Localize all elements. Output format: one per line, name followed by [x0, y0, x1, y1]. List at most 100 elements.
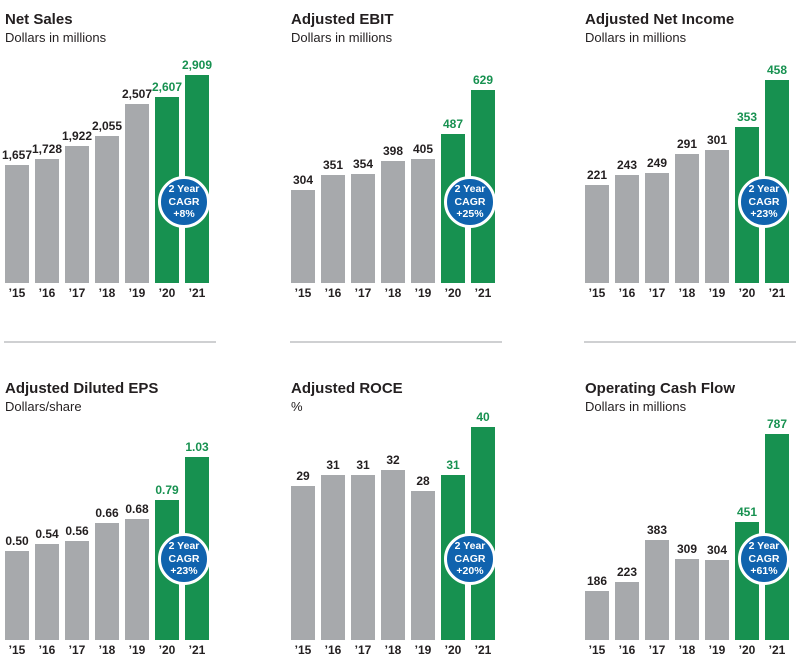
- bar-value-label: 223: [616, 565, 638, 579]
- bar-value-label: 40: [476, 410, 490, 424]
- cagr-badge-line: CAGR: [454, 195, 486, 208]
- chart-title: Net Sales: [5, 11, 73, 28]
- cagr-badge-line: 2 Year: [454, 540, 486, 553]
- year-label: ’18: [384, 286, 402, 300]
- chart-subtitle: Dollars in millions: [5, 30, 107, 45]
- bar: [615, 175, 639, 283]
- chart-title: Operating Cash Flow: [585, 380, 736, 397]
- bar: [125, 104, 149, 283]
- bar: [381, 470, 405, 640]
- bar: [411, 491, 435, 640]
- bar: [5, 165, 29, 283]
- bar: [675, 559, 699, 640]
- bar-value-label: 0.66: [95, 506, 119, 520]
- bar-value-label: 2,507: [121, 87, 153, 101]
- row-divider: [290, 341, 502, 343]
- bar-value-label: 304: [292, 173, 314, 187]
- year-label: ’21: [474, 643, 492, 657]
- bar: [381, 161, 405, 283]
- bar: [585, 185, 609, 283]
- bar-value-label: 451: [736, 505, 758, 519]
- bar: [125, 519, 149, 640]
- bar: [291, 190, 315, 283]
- bar: [321, 475, 345, 640]
- year-label: ’21: [188, 643, 206, 657]
- bar-plot: 304 351 354 398 405 487 629 2 Year CAGR +25%: [291, 53, 496, 283]
- x-axis-labels: ’15 ’16 ’17 ’18 ’19 ’20 ’21: [291, 644, 495, 660]
- chart-subtitle: Dollars/share: [5, 399, 82, 414]
- chart-adjusted-net-income: Adjusted Net Income Dollars in millions …: [585, 0, 790, 334]
- year-label: ’16: [38, 643, 56, 657]
- bar-value-label: 458: [766, 63, 788, 77]
- cagr-badge-line: +20%: [456, 565, 484, 578]
- cagr-badge-line: +61%: [750, 565, 778, 578]
- year-label: ’19: [128, 286, 146, 300]
- bar-value-label: 487: [442, 117, 464, 131]
- chart-adjusted-diluted-eps: Adjusted Diluted EPS Dollars/share 0.50 0…: [4, 334, 216, 668]
- year-label: ’17: [648, 286, 666, 300]
- chart-subtitle: Dollars in millions: [585, 30, 687, 45]
- bar-value-label: 243: [616, 158, 638, 172]
- year-label: ’16: [324, 643, 342, 657]
- bar-plot: 221 243 249 291 301 353 458 2 Year CAGR +23%: [585, 53, 790, 283]
- year-label: ’17: [648, 643, 666, 657]
- bar: [675, 154, 699, 283]
- bar-plot: 186 223 383 309 304 451 787 2 Year CAGR +61%: [585, 410, 790, 640]
- bar: [35, 544, 59, 640]
- cagr-badge-line: 2 Year: [748, 540, 780, 553]
- year-label: ’19: [708, 286, 726, 300]
- bar: [35, 159, 59, 283]
- bar-value-label: 354: [352, 157, 374, 171]
- year-label: ’18: [98, 286, 116, 300]
- row-divider: [584, 341, 796, 343]
- cagr-badge-line: 2 Year: [168, 540, 200, 553]
- bar-value-label: 405: [412, 142, 434, 156]
- year-label: ’21: [768, 286, 786, 300]
- bar-value-label: 629: [472, 73, 494, 87]
- year-label: ’21: [188, 286, 206, 300]
- year-label: ’15: [588, 643, 606, 657]
- bar: [95, 136, 119, 283]
- year-label: ’19: [414, 643, 432, 657]
- bar-value-label: 29: [296, 469, 310, 483]
- chart-net-sales: Net Sales Dollars in millions 1,657 1,728…: [2, 0, 213, 334]
- year-label: ’15: [294, 643, 312, 657]
- cagr-badge: 2 Year CAGR +20%: [444, 533, 496, 585]
- bar: [95, 523, 119, 640]
- cagr-badge-line: CAGR: [168, 552, 200, 565]
- bar: [411, 159, 435, 283]
- chart-subtitle: Dollars in millions: [585, 399, 687, 414]
- cagr-badge-line: 2 Year: [454, 183, 486, 196]
- bar: [291, 486, 315, 640]
- year-label: ’20: [158, 643, 176, 657]
- x-axis-labels: ’15 ’16 ’17 ’18 ’19 ’20 ’21: [291, 287, 495, 303]
- bar-value-label: 2,055: [91, 119, 123, 133]
- bar-value-label: 0.79: [155, 483, 179, 497]
- year-label: ’18: [678, 643, 696, 657]
- bar-value-label: 301: [706, 133, 728, 147]
- bar-value-label: 2,909: [181, 58, 213, 72]
- cagr-badge-line: CAGR: [454, 552, 486, 565]
- chart-adjusted-ebit: Adjusted EBIT Dollars in millions 304 351…: [291, 0, 496, 334]
- x-axis-labels: ’15 ’16 ’17 ’18 ’19 ’20 ’21: [5, 644, 209, 660]
- cagr-badge-line: 2 Year: [168, 183, 200, 196]
- year-label: ’18: [678, 286, 696, 300]
- year-label: ’20: [444, 643, 462, 657]
- year-label: ’15: [8, 643, 26, 657]
- bar: [705, 560, 729, 640]
- cagr-badge-line: +23%: [170, 565, 198, 578]
- year-label: ’16: [38, 286, 56, 300]
- bar-value-label: 353: [736, 110, 758, 124]
- bar: [5, 551, 29, 640]
- year-label: ’20: [444, 286, 462, 300]
- bar-value-label: 2,607: [151, 80, 183, 94]
- bar-value-label: 32: [386, 453, 400, 467]
- year-label: ’16: [324, 286, 342, 300]
- year-label: ’17: [354, 643, 372, 657]
- year-label: ’16: [618, 643, 636, 657]
- chart-title: Adjusted Diluted EPS: [5, 380, 159, 397]
- bar-value-label: 186: [586, 574, 608, 588]
- cagr-badge: 2 Year CAGR +23%: [738, 176, 790, 228]
- bar: [645, 540, 669, 640]
- bar-plot: 29 31 31 32 28 31 40 2 Year CAGR +20%: [291, 410, 496, 640]
